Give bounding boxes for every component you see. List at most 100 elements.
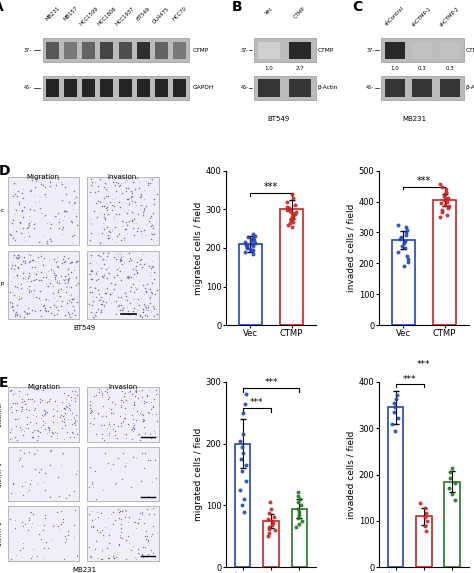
Point	[14, 191, 21, 201]
Point	[64, 282, 71, 291]
Point	[37, 249, 45, 258]
Point	[143, 288, 150, 297]
Point	[60, 403, 68, 412]
Point	[11, 414, 19, 423]
Point	[130, 214, 137, 223]
Point	[92, 307, 100, 316]
Point	[117, 178, 125, 187]
Point	[32, 198, 39, 207]
Point	[153, 286, 161, 295]
Point	[16, 454, 24, 463]
Point	[121, 462, 129, 471]
Point	[14, 262, 21, 272]
Point	[34, 266, 41, 275]
Bar	[235, 444, 250, 567]
Point	[36, 299, 44, 308]
Point	[69, 205, 77, 214]
Point	[101, 386, 109, 395]
Point	[122, 184, 130, 193]
Point	[102, 179, 109, 189]
Point	[50, 300, 58, 309]
Point	[87, 174, 95, 183]
Point	[110, 175, 118, 184]
Point	[110, 296, 118, 305]
Point	[122, 507, 129, 516]
Point	[151, 186, 158, 195]
Point	[121, 414, 129, 423]
Point	[100, 193, 108, 202]
Point	[247, 236, 255, 245]
Point	[103, 284, 110, 293]
Point	[30, 276, 37, 285]
Point	[117, 527, 125, 536]
Point	[20, 426, 28, 435]
Point	[13, 254, 21, 263]
Point	[37, 414, 45, 423]
Bar	[412, 42, 432, 58]
Point	[143, 305, 151, 315]
Text: 0.3: 0.3	[446, 66, 454, 71]
Point	[137, 294, 145, 303]
Point	[94, 512, 102, 521]
Point	[47, 220, 55, 229]
Point	[149, 548, 157, 558]
Point	[11, 209, 18, 218]
Point	[138, 551, 146, 560]
Point	[91, 178, 99, 187]
Point	[112, 209, 119, 218]
Point	[150, 199, 158, 208]
Point	[148, 263, 155, 272]
Point	[19, 539, 27, 548]
Point	[150, 274, 158, 284]
Bar	[292, 509, 307, 567]
Point	[86, 397, 93, 406]
Point	[9, 191, 17, 201]
Point	[121, 413, 128, 422]
Point	[11, 261, 19, 270]
Point	[41, 418, 49, 427]
Point	[39, 385, 46, 394]
Point	[69, 428, 76, 437]
Point	[96, 295, 104, 304]
Point	[137, 477, 145, 486]
Point	[288, 213, 295, 222]
Point	[11, 189, 18, 198]
Point	[9, 288, 16, 297]
Point	[87, 214, 94, 223]
Point	[128, 217, 136, 226]
Point	[105, 417, 113, 426]
Point	[68, 238, 75, 248]
Point	[400, 239, 407, 248]
Point	[96, 209, 104, 218]
Point	[55, 492, 63, 501]
Point	[16, 545, 24, 555]
Point	[118, 216, 126, 225]
Point	[421, 522, 429, 531]
Point	[25, 220, 32, 229]
Point	[421, 513, 428, 522]
Point	[9, 480, 17, 489]
Point	[391, 426, 399, 435]
Point	[401, 244, 409, 253]
Point	[41, 410, 48, 419]
Point	[13, 300, 21, 309]
Point	[42, 269, 50, 278]
Point	[58, 423, 65, 433]
Point	[243, 242, 251, 252]
Point	[70, 432, 77, 441]
Point	[139, 305, 147, 314]
Point	[141, 428, 149, 437]
Point	[49, 417, 57, 426]
Point	[144, 493, 151, 502]
Point	[98, 388, 106, 398]
Point	[141, 531, 149, 540]
Point	[15, 223, 22, 233]
Point	[101, 215, 109, 224]
Point	[65, 296, 73, 305]
Point	[116, 514, 123, 523]
Point	[52, 270, 59, 279]
Point	[132, 388, 139, 397]
Point	[141, 449, 148, 458]
Point	[50, 293, 58, 303]
Point	[292, 207, 300, 217]
